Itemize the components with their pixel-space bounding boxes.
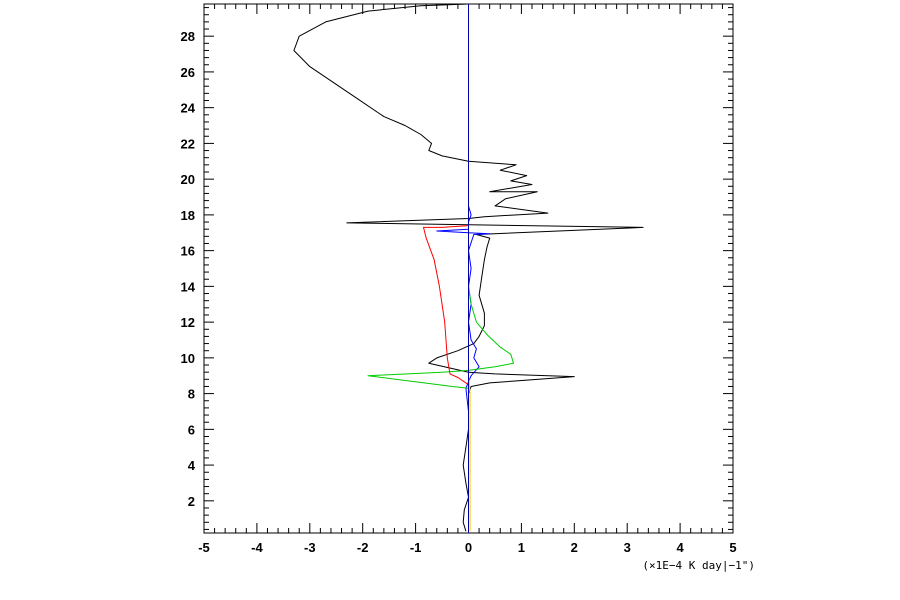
y-tick-label: 28 xyxy=(181,29,195,44)
series-line-2 xyxy=(436,4,491,532)
x-tick-label: 5 xyxy=(729,540,736,555)
y-tick-label: 24 xyxy=(181,101,196,116)
x-tick-label: -2 xyxy=(357,540,369,555)
y-tick-label: 14 xyxy=(181,279,196,294)
x-tick-label: 0 xyxy=(465,540,472,555)
y-tick-label: 22 xyxy=(181,136,195,151)
axis-ticks xyxy=(203,4,734,533)
y-tick-label: 2 xyxy=(188,494,195,509)
y-tick-label: 10 xyxy=(181,351,195,366)
series-layer xyxy=(293,3,644,533)
y-tick-label: 6 xyxy=(188,422,195,437)
x-tick-label: -4 xyxy=(251,540,263,555)
series-line-1 xyxy=(293,3,644,532)
x-units-label: (×1E−4 K day|−1") xyxy=(642,559,755,572)
x-tick-label: -5 xyxy=(198,540,210,555)
x-tick-label: 4 xyxy=(676,540,684,555)
x-tick-label: -1 xyxy=(410,540,422,555)
x-tick-label: 2 xyxy=(571,540,578,555)
y-tick-label: 4 xyxy=(188,458,196,473)
y-tick-label: 26 xyxy=(181,65,195,80)
series-line-4 xyxy=(423,4,469,532)
y-tick-label: 18 xyxy=(181,208,195,223)
y-tick-label: 20 xyxy=(181,172,195,187)
y-tick-label: 8 xyxy=(188,387,195,402)
x-tick-label: -3 xyxy=(304,540,316,555)
x-tick-label: 3 xyxy=(624,540,631,555)
x-tick-label: 1 xyxy=(518,540,525,555)
y-tick-label: 16 xyxy=(181,244,195,259)
series-line-3 xyxy=(367,4,514,532)
y-tick-label: 12 xyxy=(181,315,195,330)
